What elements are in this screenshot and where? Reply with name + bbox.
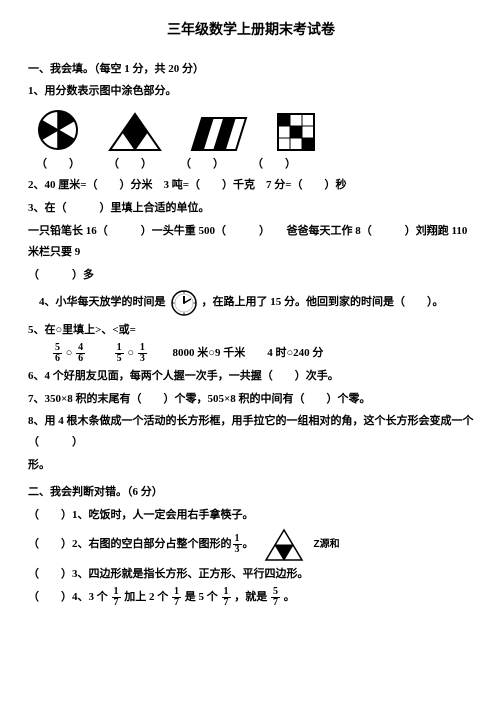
s2q2a: （ ）2、右图的空白部分占整个图形的 [28,534,232,555]
q8a: 8、用 4 根木条做成一个活动的长方形框，用手拉它的一组相对的角，这个长方形会变… [28,411,474,453]
section-2-head: 二、我会判断对错。（6 分） [28,482,474,503]
s2q2-line: （ ）2、右图的空白部分占整个图形的 13 。 Z源和 [28,528,474,562]
s2q4: （ ）4、3 个 17 加上 2 个 17 是 5 个 17 ，就是 57 。 [28,587,474,608]
q3: 3、在（ ）里填上合适的单位。 [28,198,474,219]
shape-circle [36,108,80,152]
z-label: Z源和 [314,535,340,554]
q4b: ，在路上用了 15 分。他回到家的时间是（ ）。 [202,292,444,313]
q5b: 56 ○ 46 15 ○ 13 8000 米○9 千米 4 时○240 分 [52,343,474,364]
s2q3: （ ）3、四边形就是指长方形、正方形、平行四边形。 [28,564,474,585]
shapes-row [36,108,474,152]
q7: 7、350×8 积的末尾有（ ）个零，505×8 积的中间有（ ）个零。 [28,389,474,410]
paren-3: （ ） [180,154,224,175]
q3b: （ ）多 [28,265,474,286]
q8b: 形。 [28,455,474,476]
shape-parallelogram [190,116,248,152]
shape-grid [276,112,316,152]
s2q2b: 。 [243,534,254,555]
paren-2: （ ） [108,154,152,175]
paren-row: （ ） （ ） （ ） （ ） [36,154,474,175]
s2q1: （ ）1、吃饭时，人一定会用右手拿筷子。 [28,505,474,526]
q6: 6、4 个好朋友见面，每两个人握一次手，一共握（ ）次手。 [28,366,474,387]
paren-1: （ ） [36,154,80,175]
q4-line: 4、小华每天放学的时间是 ，在路上用了 15 分。他回到家的时间是（ ）。 [28,288,474,318]
q3a: 一只铅笔长 16（ ）一头牛重 500（ ） 爸爸每天工作 8（ ）刘翔跑 11… [28,221,474,263]
page-title: 三年级数学上册期末考试卷 [28,18,474,45]
section-1-head: 一、我会填。（每空 1 分，共 20 分） [28,59,474,80]
q4a: 4、小华每天放学的时间是 [28,292,166,313]
paren-4: （ ） [252,154,296,175]
q1: 1、用分数表示图中涂色部分。 [28,81,474,102]
q5a: 5、在○里填上>、<或= [28,320,474,341]
triangle-figure [264,528,304,562]
q2: 2、40 厘米=（ ）分米 3 吨=（ ）千克 7 分=（ ）秒 [28,175,474,196]
clock-icon [169,288,199,318]
shape-triangle [108,112,162,152]
